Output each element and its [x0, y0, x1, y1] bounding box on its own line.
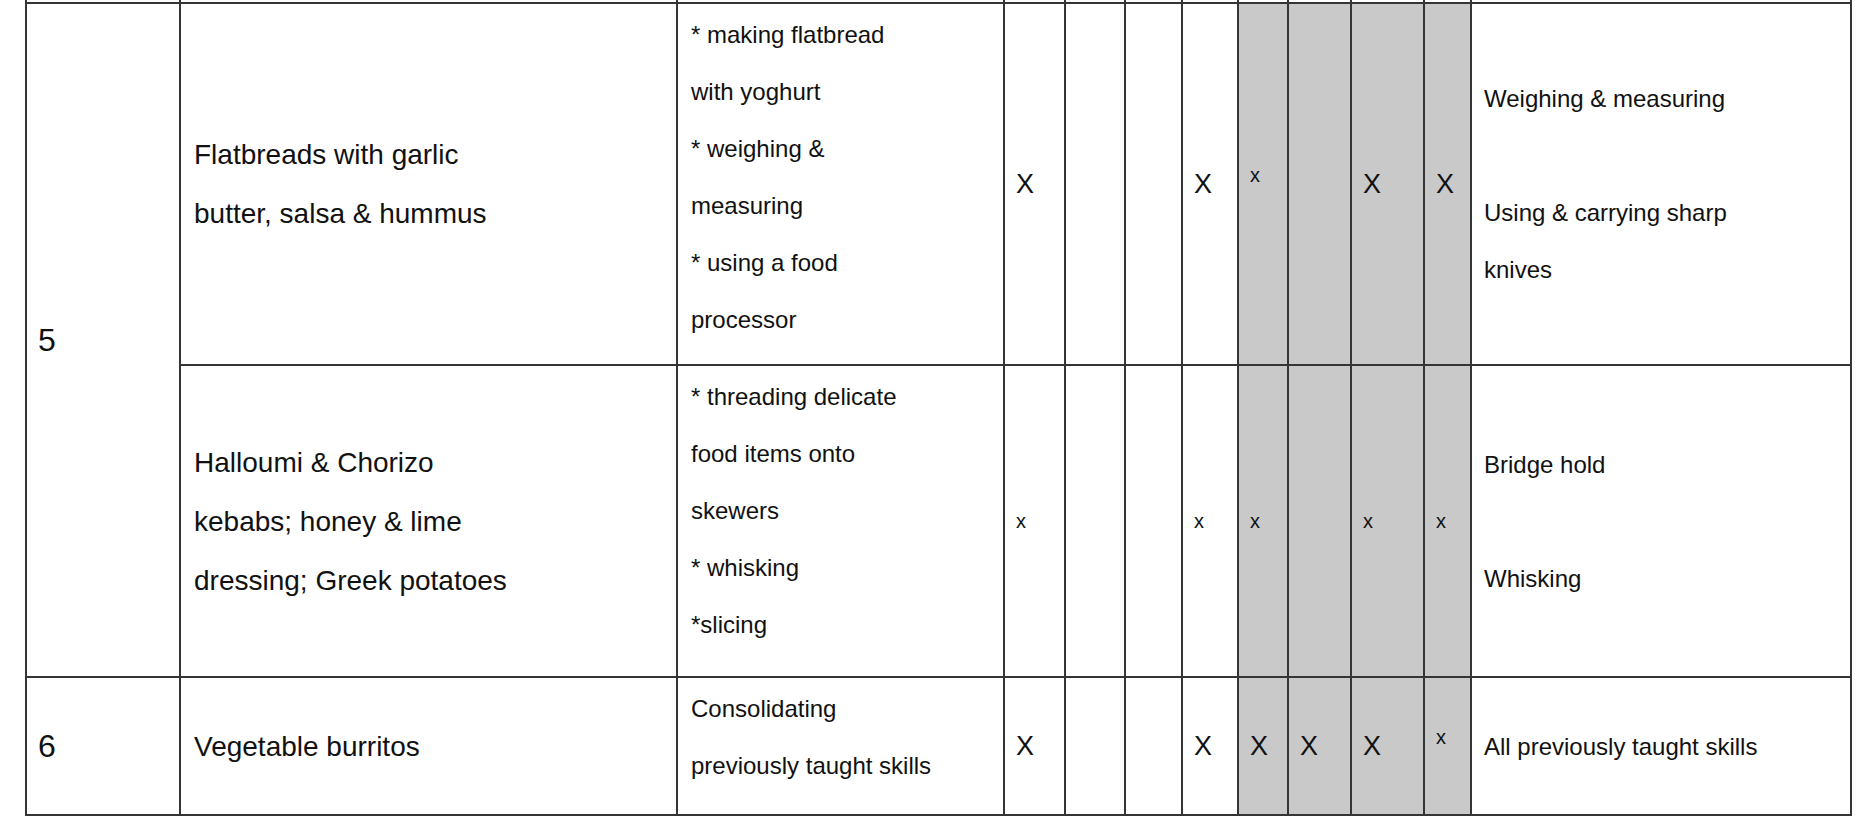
skills-list: * making flatbread with yoghurt * weighi… — [691, 21, 884, 333]
mark-value: x — [1363, 511, 1373, 531]
mark-value: X — [1016, 733, 1034, 760]
mark-value: X — [1363, 733, 1381, 760]
skill-mark-cell — [1126, 678, 1183, 816]
mark-value: x — [1016, 511, 1026, 531]
skill-mark-cell: x — [1183, 366, 1239, 678]
key-skills-cell: All previously taught skills — [1472, 678, 1852, 816]
week-number-cell: 5 — [27, 4, 181, 678]
skill-mark-cell: X — [1183, 4, 1239, 366]
mark-value: x — [1436, 511, 1446, 531]
skill-mark-cell — [1126, 366, 1183, 678]
mark-value: X — [1016, 171, 1034, 198]
dish-name: Halloumi & Chorizo kebabs; honey & lime … — [194, 433, 507, 610]
skill-mark-cell: X — [1183, 678, 1239, 816]
key-skills-text: All previously taught skills — [1484, 718, 1757, 775]
key-skills-text: Bridge hold Whisking — [1484, 436, 1605, 607]
skills-list: Consolidating previously taught skills — [691, 695, 931, 779]
document-page: 5 Flatbreads with garlic butter, salsa &… — [0, 0, 1860, 836]
key-skills-text: Weighing & measuring Using & carrying sh… — [1484, 70, 1727, 298]
mark-value: x — [1436, 727, 1446, 747]
mark-value: X — [1250, 733, 1268, 760]
mark-value: X — [1194, 171, 1212, 198]
skill-mark-cell — [1066, 366, 1126, 678]
key-skills-cell: Bridge hold Whisking — [1472, 366, 1852, 678]
key-skills-cell: Weighing & measuring Using & carrying sh… — [1472, 4, 1852, 366]
dish-name: Flatbreads with garlic butter, salsa & h… — [194, 125, 487, 243]
mark-value: X — [1436, 171, 1454, 198]
skill-mark-cell: X — [1352, 4, 1425, 366]
skills-cell: * threading delicate food items onto ske… — [678, 366, 1005, 678]
skill-mark-cell: X — [1005, 4, 1066, 366]
skills-cell: * making flatbread with yoghurt * weighi… — [678, 4, 1005, 366]
mark-value: X — [1363, 171, 1381, 198]
skills-list: * threading delicate food items onto ske… — [691, 383, 896, 638]
week-number: 5 — [38, 324, 56, 356]
skill-mark-cell: X — [1239, 678, 1289, 816]
mark-value: x — [1250, 511, 1260, 531]
skill-mark-cell: X — [1352, 678, 1425, 816]
week-number-cell: 6 — [27, 678, 181, 816]
week-number: 6 — [38, 730, 56, 762]
mark-value: x — [1194, 511, 1204, 531]
dish-name-cell: Vegetable burritos — [181, 678, 678, 816]
skill-mark-cell: X — [1425, 4, 1472, 366]
skill-mark-cell — [1289, 366, 1352, 678]
dish-name-cell: Halloumi & Chorizo kebabs; honey & lime … — [181, 366, 678, 678]
skill-mark-cell: x — [1239, 4, 1289, 366]
skill-mark-cell — [1289, 4, 1352, 366]
skill-mark-cell: x — [1425, 366, 1472, 678]
skill-mark-cell: x — [1239, 366, 1289, 678]
mark-value: X — [1300, 733, 1318, 760]
skill-mark-cell: x — [1425, 678, 1472, 816]
skills-cell: Consolidating previously taught skills — [678, 678, 1005, 816]
curriculum-table: 5 Flatbreads with garlic butter, salsa &… — [25, 0, 1852, 816]
skill-mark-cell: X — [1005, 678, 1066, 816]
skill-mark-cell — [1126, 4, 1183, 366]
dish-name: Vegetable burritos — [194, 717, 420, 776]
skill-mark-cell: x — [1352, 366, 1425, 678]
skill-mark-cell: x — [1005, 366, 1066, 678]
skill-mark-cell — [1066, 4, 1126, 366]
dish-name-cell: Flatbreads with garlic butter, salsa & h… — [181, 4, 678, 366]
skill-mark-cell — [1066, 678, 1126, 816]
mark-value: X — [1194, 733, 1212, 760]
skill-mark-cell: X — [1289, 678, 1352, 816]
mark-value: x — [1250, 165, 1260, 185]
